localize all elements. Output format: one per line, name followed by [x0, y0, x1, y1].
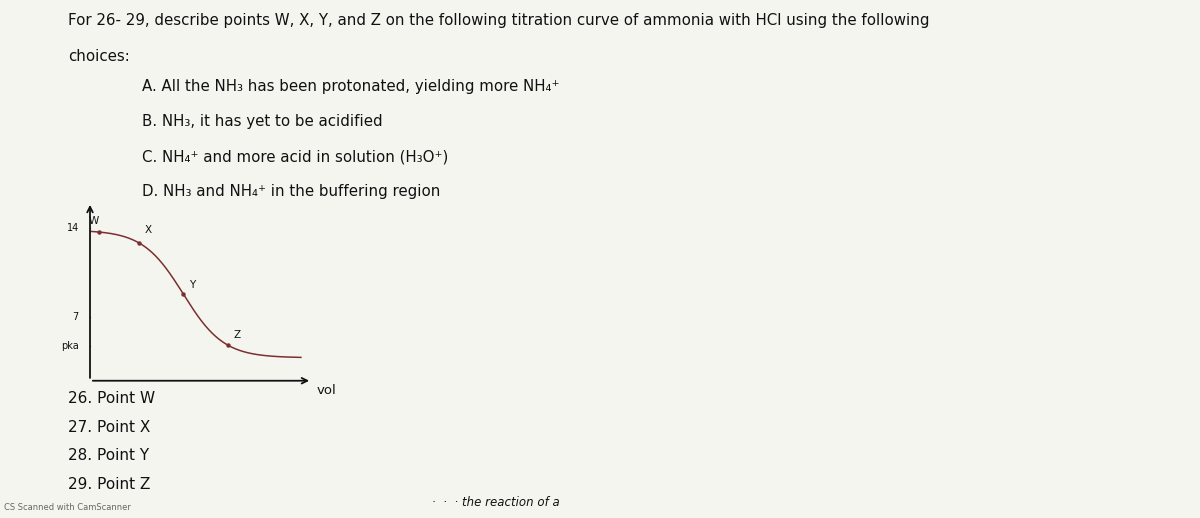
- Text: B. NH₃, it has yet to be acidified: B. NH₃, it has yet to be acidified: [142, 114, 383, 129]
- Text: vol: vol: [317, 384, 336, 397]
- Text: CS Scanned with CamScanner: CS Scanned with CamScanner: [4, 503, 131, 512]
- Text: C. NH₄⁺ and more acid in solution (H₃O⁺): C. NH₄⁺ and more acid in solution (H₃O⁺): [142, 149, 448, 164]
- Text: A. All the NH₃ has been protonated, yielding more NH₄⁺: A. All the NH₃ has been protonated, yiel…: [142, 79, 559, 94]
- Text: choices:: choices:: [68, 49, 130, 64]
- Text: Y: Y: [188, 280, 196, 290]
- Text: 26. Point W: 26. Point W: [68, 391, 156, 406]
- Text: 14: 14: [67, 223, 79, 233]
- Text: pka: pka: [61, 341, 79, 351]
- Text: ·  ·  · the reaction of a: · · · the reaction of a: [432, 496, 559, 509]
- Text: For 26- 29, describe points W, X, Y, and Z on the following titration curve of a: For 26- 29, describe points W, X, Y, and…: [68, 13, 930, 28]
- Text: D. NH₃ and NH₄⁺ in the buffering region: D. NH₃ and NH₄⁺ in the buffering region: [142, 184, 440, 199]
- Text: Z: Z: [233, 330, 240, 340]
- Text: W: W: [89, 215, 100, 226]
- Text: 28. Point Y: 28. Point Y: [68, 448, 150, 463]
- Text: X: X: [144, 225, 151, 235]
- Text: 29. Point Z: 29. Point Z: [68, 477, 151, 492]
- Text: 7: 7: [73, 312, 79, 322]
- Text: 27. Point X: 27. Point X: [68, 420, 151, 435]
